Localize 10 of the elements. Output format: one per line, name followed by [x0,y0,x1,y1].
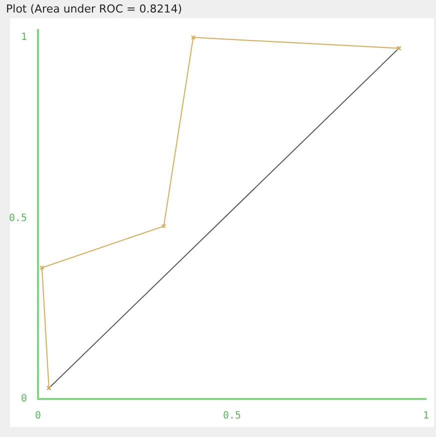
y-tick-label: 1 [21,32,28,44]
point [40,265,44,270]
y-tick-label: 0 [21,394,28,405]
x-tick-label: 0.5 [223,410,242,422]
point [190,35,196,40]
point [161,224,166,228]
chart-title: Plot (Area under ROC = 0.8214) [6,2,182,16]
x-tick-label: 0 [35,410,42,422]
y-tick-label: 0.5 [9,212,28,224]
x-tick-label: 1 [422,410,430,422]
